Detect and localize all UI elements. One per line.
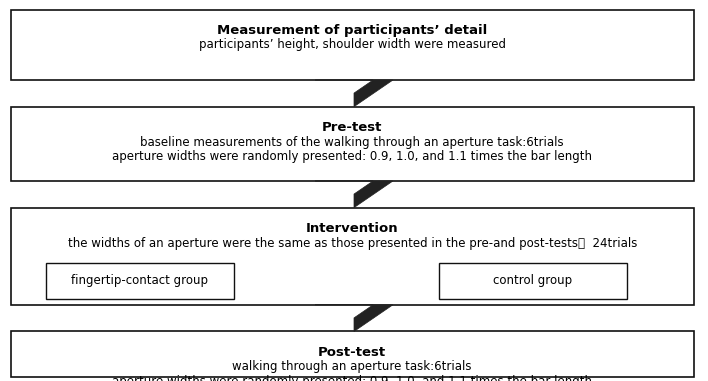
Text: Pre-test: Pre-test xyxy=(322,121,382,134)
Text: fingertip-contact group: fingertip-contact group xyxy=(72,274,208,288)
Text: aperture widths were randomly presented: 0.9, 1.0, and 1.1 times the bar length: aperture widths were randomly presented:… xyxy=(113,375,592,381)
FancyBboxPatch shape xyxy=(439,263,627,299)
Text: baseline measurements of the walking through an aperture task:6trials: baseline measurements of the walking thr… xyxy=(140,136,564,149)
Text: the widths of an aperture were the same as those presented in the pre-and post-t: the widths of an aperture were the same … xyxy=(67,237,637,250)
Text: Measurement of participants’ detail: Measurement of participants’ detail xyxy=(217,24,487,37)
Text: walking through an aperture task:6trials: walking through an aperture task:6trials xyxy=(232,360,472,373)
FancyBboxPatch shape xyxy=(46,263,234,299)
Text: Post-test: Post-test xyxy=(318,346,387,359)
Polygon shape xyxy=(315,80,393,107)
Text: participants’ height, shoulder width were measured: participants’ height, shoulder width wer… xyxy=(199,38,506,51)
Text: aperture widths were randomly presented: 0.9, 1.0, and 1.1 times the bar length: aperture widths were randomly presented:… xyxy=(113,150,592,163)
Polygon shape xyxy=(315,181,393,208)
Polygon shape xyxy=(315,305,393,331)
Text: Intervention: Intervention xyxy=(306,222,399,235)
FancyBboxPatch shape xyxy=(11,107,694,181)
FancyBboxPatch shape xyxy=(11,208,694,305)
Text: control group: control group xyxy=(493,274,572,288)
FancyBboxPatch shape xyxy=(11,10,694,80)
FancyBboxPatch shape xyxy=(11,331,694,377)
